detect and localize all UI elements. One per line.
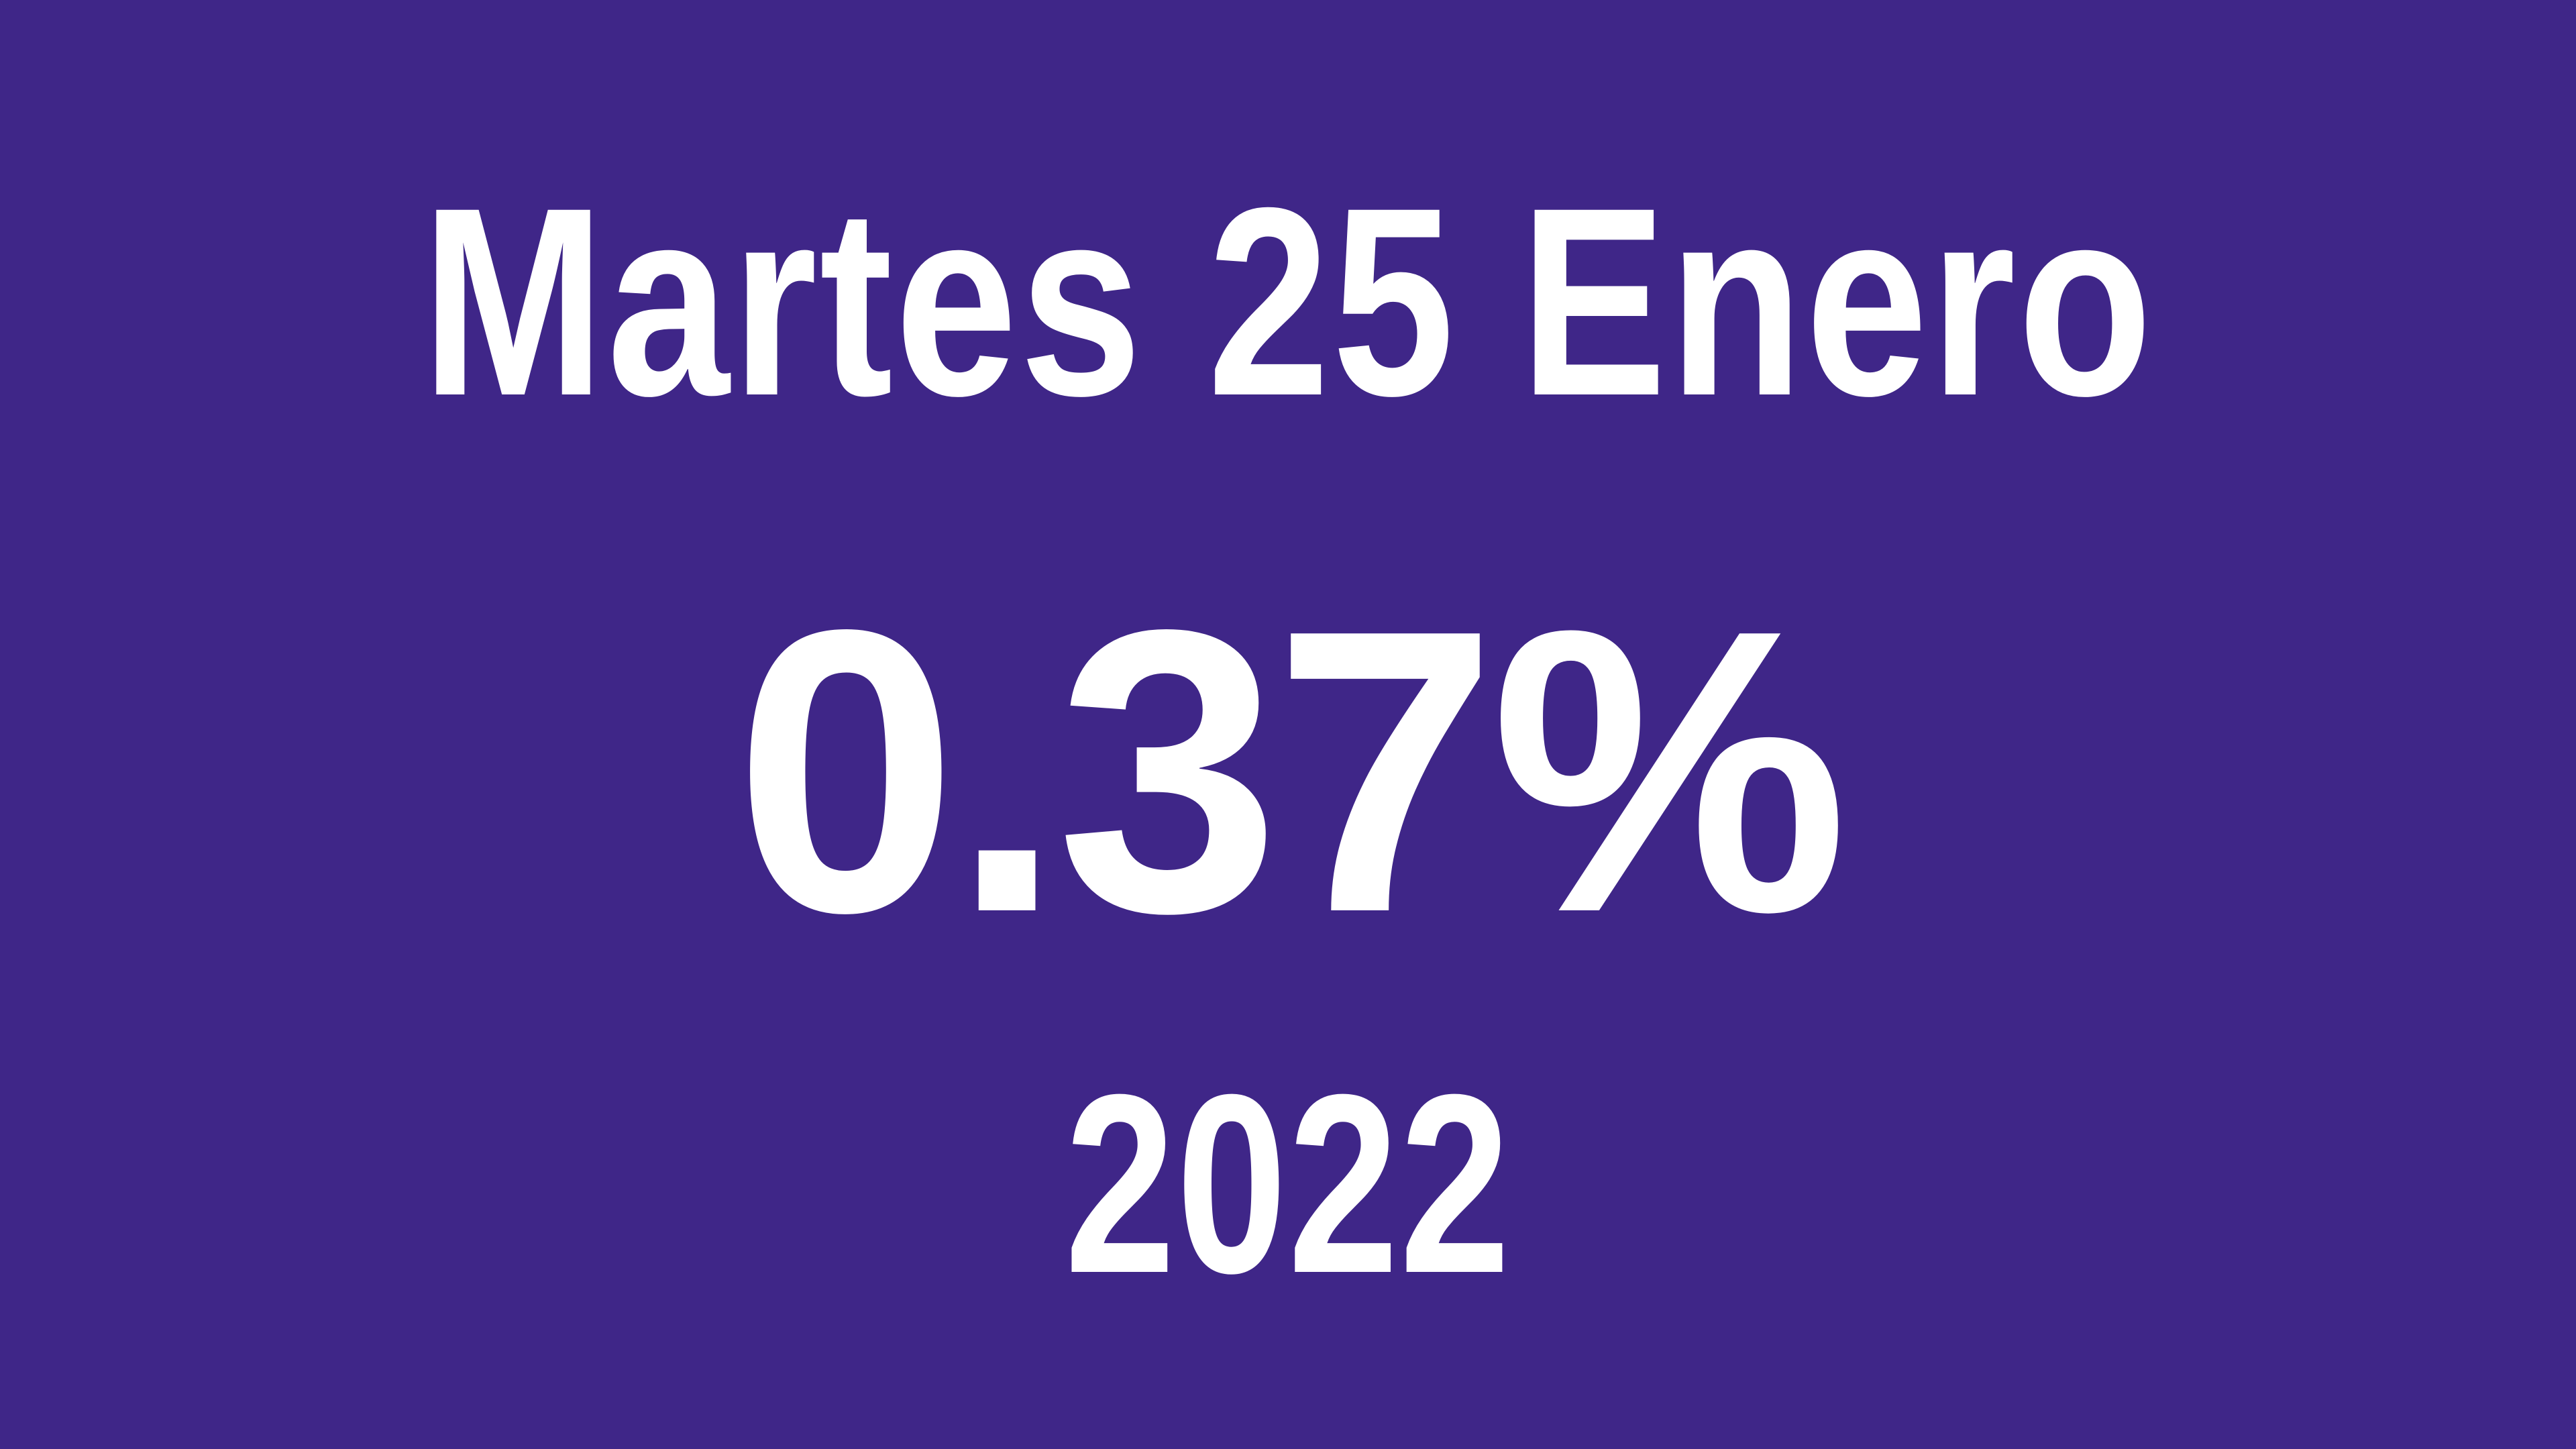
date-heading: Martes 25 Enero [421, 152, 2155, 451]
year-label: 2022 [1065, 1041, 1511, 1326]
rate-value: 0.37% [734, 547, 1848, 996]
